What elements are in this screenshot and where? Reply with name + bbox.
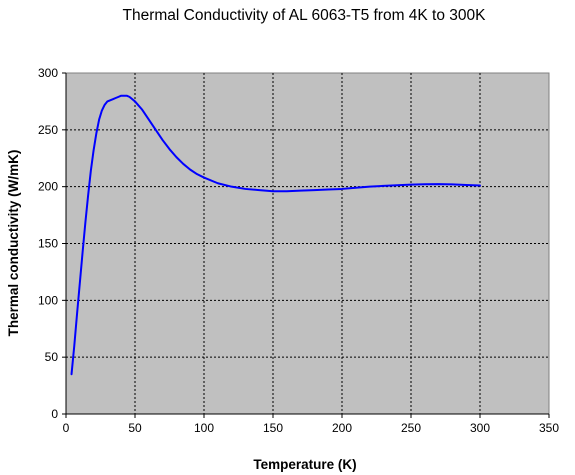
x-tick-label: 250 [401,421,421,435]
chart-title: Thermal Conductivity of AL 6063-T5 from … [123,7,487,24]
x-axis-label: Temperature (K) [253,457,356,472]
grid [66,73,549,414]
x-tick-label: 50 [128,421,142,435]
x-tick-label: 300 [470,421,490,435]
x-tick-label: 200 [332,421,352,435]
y-tick-label: 150 [38,237,58,251]
x-tick-label: 0 [63,421,70,435]
series-line [70,94,481,376]
x-tick-label: 100 [194,421,214,435]
y-tick-label: 100 [38,293,58,307]
tick-labels: 0 50 100 150 200 250 300 350 0 50 100 150 200 250 300 [38,66,559,435]
y-tick-label: 50 [45,350,59,364]
x-tick-label: 150 [263,421,283,435]
series-layer [70,94,481,376]
y-tick-label: 0 [51,407,58,421]
y-tick-label: 250 [38,123,58,137]
x-tick-label: 350 [539,421,559,435]
y-tick-label: 200 [38,180,58,194]
y-axis-label: Thermal conductivity (W/mK) [6,150,21,337]
axes [62,72,550,418]
y-tick-label: 300 [38,66,58,80]
